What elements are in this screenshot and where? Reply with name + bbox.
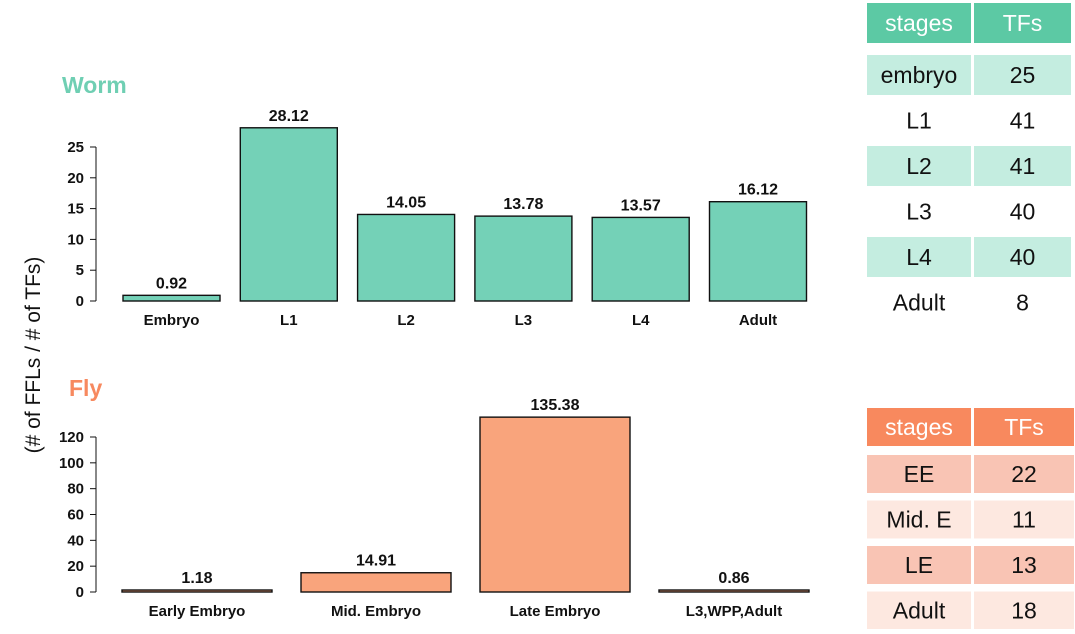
fly-y-tick-label: 100 bbox=[59, 455, 84, 472]
worm-table-header-text: stages bbox=[885, 10, 953, 36]
worm-table-cell-bg bbox=[867, 237, 971, 277]
worm-category-label: Adult bbox=[739, 312, 777, 329]
fly-table-cell-bg bbox=[867, 546, 971, 584]
fly-table-header-cell bbox=[974, 408, 1074, 446]
worm-table-header-text: TFs bbox=[1003, 10, 1043, 36]
worm-category-label: L4 bbox=[632, 312, 650, 329]
worm-table-cell-text: 25 bbox=[1010, 62, 1036, 88]
worm-table-cell-text: L2 bbox=[906, 153, 932, 179]
worm-y-tick-label: 25 bbox=[67, 139, 84, 156]
shared-y-axis-label: (# of FFLs / # of TFs) bbox=[22, 257, 45, 454]
worm-table-header-cell bbox=[974, 3, 1071, 43]
worm-table-cell-text: 40 bbox=[1010, 199, 1036, 225]
worm-bar bbox=[591, 216, 690, 302]
worm-y-tick-label: 15 bbox=[67, 201, 84, 218]
fly-table-header-cell bbox=[867, 408, 971, 446]
fly-data-label: 1.18 bbox=[181, 570, 212, 587]
fly-y-tick-label: 60 bbox=[67, 507, 84, 524]
fly-table-cell-text: EE bbox=[904, 461, 935, 487]
fly-bar bbox=[658, 589, 810, 593]
fly-bar-chart: Fly 0 20 40 60 80 100 120 1.18 Early Embryo 14.91… bbox=[59, 375, 810, 620]
worm-bar bbox=[239, 127, 339, 302]
fly-y-tick-label: 20 bbox=[67, 558, 84, 575]
fly-bar bbox=[300, 572, 452, 593]
worm-data-label: 16.12 bbox=[738, 182, 778, 199]
worm-table-cell-bg bbox=[974, 146, 1071, 186]
fly-data-label: 0.86 bbox=[718, 570, 749, 587]
fly-table-header-text: stages bbox=[885, 414, 953, 440]
fly-table-cell-bg bbox=[974, 500, 1074, 539]
worm-data-label: 0.92 bbox=[156, 275, 187, 292]
fly-data-label: 135.38 bbox=[531, 397, 580, 414]
fly-category-label: Late Embryo bbox=[510, 603, 601, 620]
worm-table-cell-text: 41 bbox=[1010, 153, 1036, 179]
worm-table-cell-text: Adult bbox=[893, 290, 946, 316]
fly-table-cell-bg bbox=[974, 546, 1074, 584]
worm-y-tick-label: 10 bbox=[67, 231, 84, 248]
fly-table-cell-bg bbox=[867, 455, 971, 493]
fly-table-cell-text: 22 bbox=[1011, 461, 1037, 487]
worm-data-label: 14.05 bbox=[386, 194, 426, 211]
fly-category-label: L3,WPP,Adult bbox=[686, 603, 782, 620]
worm-table-cell-bg bbox=[974, 55, 1071, 95]
worm-table-cell-bg bbox=[974, 237, 1071, 277]
worm-category-label: Embryo bbox=[144, 312, 200, 329]
fly-table-cell-bg bbox=[867, 591, 971, 630]
fly-y-tick-label: 0 bbox=[76, 584, 84, 601]
worm-data-label: 13.78 bbox=[503, 196, 543, 213]
worm-y-tick-label: 0 bbox=[76, 293, 84, 310]
worm-table-cell-bg bbox=[867, 55, 971, 95]
worm-data-label: 13.57 bbox=[621, 197, 661, 214]
fly-table-cell-text: 18 bbox=[1011, 598, 1037, 624]
worm-table-cell-text: L3 bbox=[906, 199, 932, 225]
fly-y-tick-label: 80 bbox=[67, 481, 84, 498]
fly-chart-title: Fly bbox=[69, 375, 102, 401]
worm-table-cell-text: 40 bbox=[1010, 244, 1036, 270]
worm-table-cell-bg bbox=[867, 146, 971, 186]
worm-y-tick-label: 20 bbox=[67, 170, 84, 187]
worm-data-label: 28.12 bbox=[269, 108, 309, 125]
fly-category-label: Mid. Embryo bbox=[331, 603, 421, 620]
worm-bar bbox=[474, 215, 573, 302]
worm-bar-chart: Worm 0 5 10 15 20 25 0.92 Embryo 28.12 L1 14.05 L2 1… bbox=[62, 72, 808, 329]
worm-y-tick-label: 5 bbox=[76, 262, 84, 279]
worm-table-cell-text: L4 bbox=[906, 244, 932, 270]
worm-category-label: L3 bbox=[515, 312, 533, 329]
fly-table-cell-text: Mid. E bbox=[886, 507, 951, 533]
fly-table-cell-bg bbox=[867, 500, 971, 539]
fly-bar bbox=[479, 416, 631, 593]
fly-table-cell-text: LE bbox=[905, 552, 933, 578]
fly-data-label: 14.91 bbox=[356, 553, 396, 570]
worm-bar bbox=[356, 213, 456, 302]
worm-table-cell-text: embryo bbox=[881, 62, 958, 88]
fly-table-cell-text: 11 bbox=[1012, 507, 1036, 533]
worm-category-label: L2 bbox=[397, 312, 415, 329]
fly-table-cell-text: Adult bbox=[893, 598, 946, 624]
fly-bar bbox=[121, 589, 273, 593]
fly-table-cell-text: 13 bbox=[1011, 552, 1037, 578]
worm-table-cell-text: 8 bbox=[1016, 290, 1029, 316]
worm-table-header-cell bbox=[867, 3, 971, 43]
worm-chart-title: Worm bbox=[62, 72, 127, 98]
fly-stage-table: stages TFs EE 22 Mid. E 11 LE 13 Adult 18 bbox=[867, 408, 1074, 630]
worm-table-cell-text: 41 bbox=[1010, 108, 1036, 134]
fly-table-cell-bg bbox=[974, 455, 1074, 493]
fly-table-cell-bg bbox=[974, 591, 1074, 630]
worm-stage-table: stages TFs embryo 25 L1 41 L2 41 L3 40 L4 40 Adult 8 bbox=[867, 3, 1071, 316]
worm-bar bbox=[122, 294, 221, 302]
fly-category-label: Early Embryo bbox=[149, 603, 246, 620]
worm-bar bbox=[708, 201, 808, 302]
fly-y-tick-label: 40 bbox=[67, 532, 84, 549]
worm-table-cell-text: L1 bbox=[906, 108, 932, 134]
fly-table-header-text: TFs bbox=[1004, 414, 1044, 440]
fly-y-tick-label: 120 bbox=[59, 429, 84, 446]
worm-category-label: L1 bbox=[280, 312, 298, 329]
